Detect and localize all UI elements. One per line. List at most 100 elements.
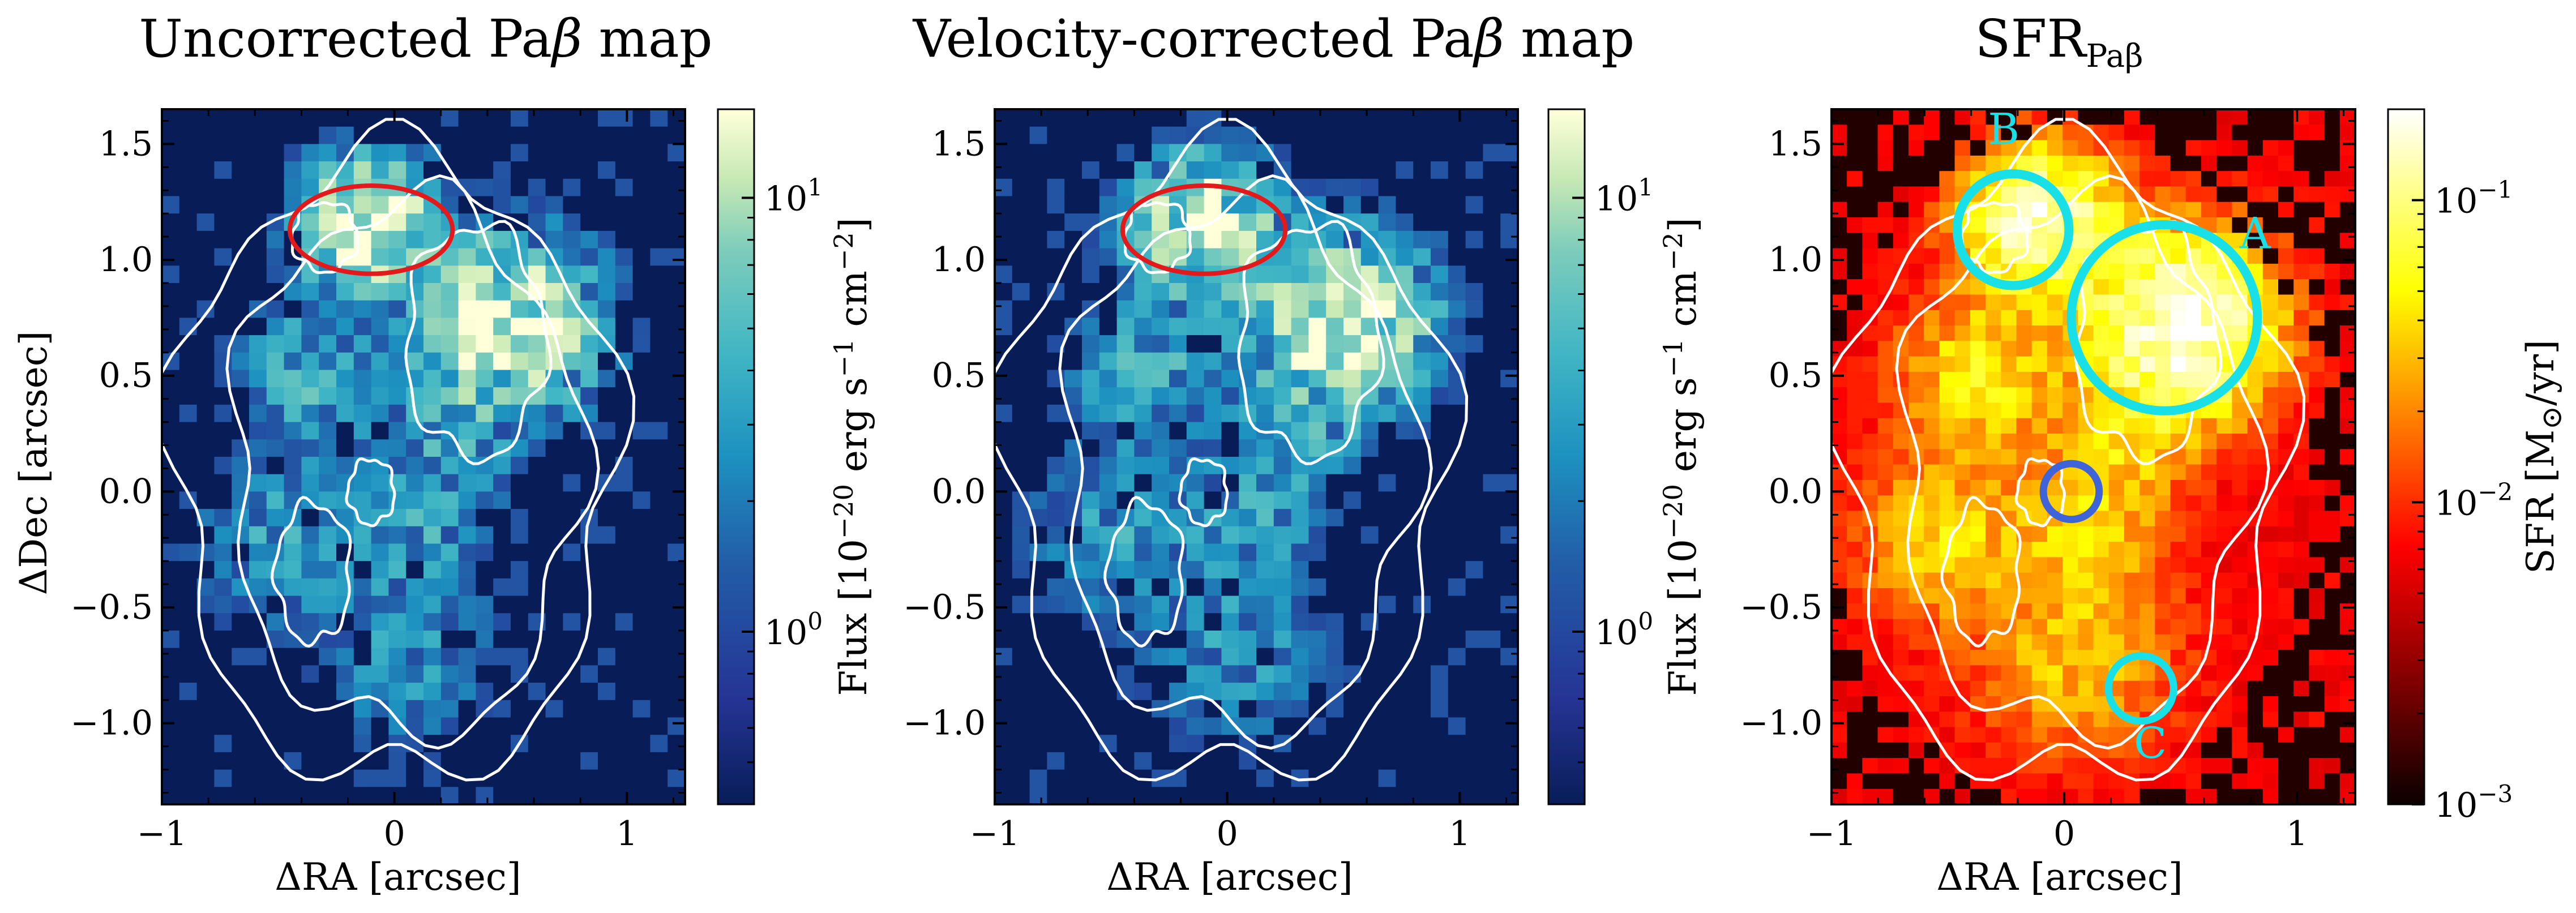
map-pixel: [2185, 619, 2202, 635]
map-pixel: [2062, 619, 2079, 635]
map-pixel: [1465, 457, 1484, 475]
map-pixel: [336, 578, 354, 597]
map-pixel: [162, 178, 180, 197]
map-pixel: [2309, 572, 2325, 589]
map-pixel: [406, 578, 424, 597]
map-pixel: [2324, 341, 2340, 357]
map-pixel: [1169, 648, 1187, 666]
map-pixel: [2078, 557, 2094, 573]
map-pixel: [2324, 356, 2340, 372]
map-pixel: [353, 439, 372, 457]
map-pixel: [1064, 665, 1082, 683]
map-pixel: [2001, 727, 2017, 743]
map-pixel: [406, 230, 424, 249]
map-pixel: [598, 248, 616, 267]
map-pixel: [266, 613, 285, 631]
map-pixel: [301, 787, 319, 804]
map-pixel: [1047, 109, 1065, 127]
map-pixel: [1273, 474, 1292, 492]
map-pixel: [2031, 773, 2048, 790]
map-pixel: [2031, 711, 2048, 728]
map-pixel: [1954, 279, 1971, 295]
map-pixel: [1152, 526, 1170, 545]
map-pixel: [423, 578, 442, 597]
map-pixel: [528, 474, 546, 492]
map-pixel: [632, 109, 651, 127]
map-pixel: [2093, 634, 2109, 650]
map-pixel: [995, 370, 1013, 388]
map-pixel: [493, 543, 511, 561]
map-pixel: [476, 526, 494, 545]
map-pixel: [1186, 404, 1205, 423]
map-pixel: [2108, 140, 2125, 156]
map-pixel: [1500, 543, 1518, 561]
map-pixel: [2278, 572, 2294, 589]
map-pixel: [1939, 171, 1955, 187]
map-pixel: [1204, 404, 1222, 423]
map-pixel: [440, 457, 459, 475]
map-pixel: [1832, 371, 1847, 388]
map-pixel: [179, 230, 198, 249]
map-pixel: [1134, 543, 1152, 561]
contour-line: [1832, 118, 2306, 782]
map-pixel: [615, 265, 634, 284]
map-pixel: [476, 126, 494, 145]
map-pixel: [2185, 155, 2202, 172]
map-pixel: [1360, 352, 1379, 371]
map-pixel: [1970, 449, 1986, 465]
map-pixel: [1483, 683, 1501, 701]
map-pixel: [249, 474, 267, 492]
map-pixel: [650, 126, 668, 145]
map-pixel: [1029, 370, 1048, 388]
map-pixel: [1970, 109, 1986, 126]
map-pixel: [667, 352, 685, 371]
map-pixel: [598, 161, 616, 179]
map-pixel: [2309, 619, 2325, 635]
map-pixel: [1924, 109, 1940, 126]
map-pixel: [2339, 294, 2355, 311]
map-pixel: [1343, 595, 1362, 614]
map-pixel: [1909, 202, 1924, 218]
map-pixel: [2324, 310, 2340, 326]
map-pixel: [1343, 178, 1362, 197]
map-pixel: [249, 144, 267, 162]
map-pixel: [1169, 318, 1187, 336]
map-pixel: [1326, 509, 1344, 527]
map-pixel: [1924, 495, 1940, 512]
map-pixel: [1909, 341, 1924, 357]
map-pixel: [196, 335, 215, 353]
map-pixel: [1448, 787, 1466, 804]
map-pixel: [1204, 752, 1222, 770]
map-pixel: [1877, 557, 1894, 573]
map-pixel: [2216, 526, 2233, 542]
map-pixel: [284, 144, 302, 162]
map-pixel: [179, 631, 198, 649]
map-pixel: [1012, 404, 1030, 423]
map-pixel: [1273, 457, 1292, 475]
map-pixel: [249, 735, 267, 753]
map-pixel: [162, 161, 180, 179]
map-pixel: [667, 248, 685, 267]
map-pixel: [336, 683, 354, 701]
map-pixel: [667, 230, 685, 249]
map-pixel: [1954, 557, 1971, 573]
map-pixel: [995, 595, 1013, 614]
map-pixel: [2139, 696, 2156, 713]
map-pixel: [458, 422, 477, 440]
map-pixel: [2047, 588, 2063, 605]
map-pixel: [1221, 283, 1239, 301]
map-pixel: [1893, 773, 1909, 790]
map-pixel: [2185, 479, 2202, 496]
contour-line: [271, 495, 352, 648]
map-pixel: [2309, 155, 2325, 172]
map-pixel: [1500, 665, 1518, 683]
map-pixel: [1204, 595, 1222, 614]
map-pixel: [1832, 526, 1847, 542]
map-pixel: [2093, 603, 2109, 620]
map-pixel: [1413, 161, 1431, 179]
map-pixel: [2124, 356, 2140, 372]
map-pixel: [2155, 542, 2171, 558]
map-pixel: [1832, 773, 1847, 790]
map-pixel: [1308, 370, 1326, 388]
map-pixel: [1047, 648, 1065, 666]
